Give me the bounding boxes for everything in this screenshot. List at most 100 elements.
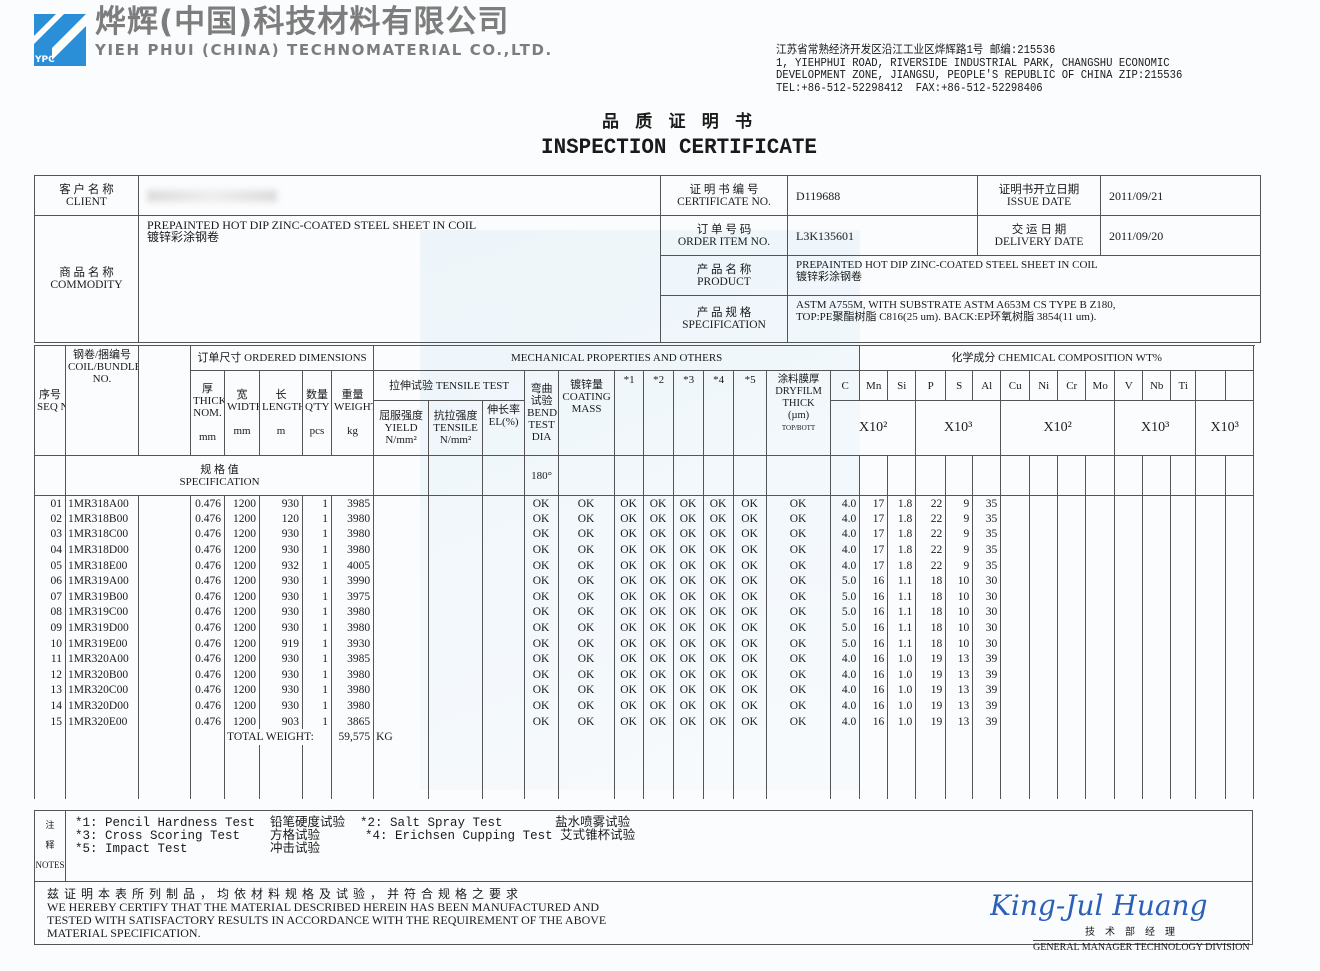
- data-cell: 3985: [330, 651, 375, 668]
- cell: [1114, 729, 1144, 745]
- cell: [1114, 651, 1144, 668]
- table-row: 02 1MR318B00 0.476 1200 120 1 3980 OK OK OK OK OK OK…: [34, 511, 1255, 527]
- data-cell: 1: [302, 682, 332, 699]
- cell: [733, 745, 768, 799]
- spec-cell: [830, 455, 861, 496]
- data-cell: OK: [673, 589, 705, 605]
- data-cell: 1200: [224, 620, 260, 636]
- cell: [138, 557, 191, 574]
- data-cell: 930: [259, 698, 303, 714]
- svg-text:King-Jul Huang: King-Jul Huang: [990, 889, 1208, 922]
- cell: [1142, 682, 1172, 699]
- cell: [1000, 635, 1031, 652]
- data-cell: OK: [524, 573, 560, 590]
- total-value: 59,575: [330, 729, 375, 745]
- cell: [190, 729, 225, 745]
- cell: [138, 542, 191, 558]
- cell: [1225, 495, 1255, 512]
- data-cell: OK: [614, 526, 645, 543]
- cert-no-label: 证 明 书 编 号 CERTIFICATE NO.: [660, 175, 788, 216]
- data-cell: 18: [915, 620, 947, 636]
- cell: [673, 729, 705, 745]
- data-cell: 1200: [224, 511, 260, 527]
- cell: [1142, 635, 1172, 652]
- cell: [1085, 495, 1116, 512]
- data-cell: 1: [302, 511, 332, 527]
- data-cell: 1200: [224, 589, 260, 605]
- table-row: 15 1MR320E00 0.476 1200 903 1 3865 OK OK OK OK OK OK…: [34, 713, 1255, 730]
- cell: [138, 635, 191, 652]
- commodity-value: PREPAINTED HOT DIP ZINC-COATED STEEL SHE…: [138, 215, 661, 343]
- spec-cell: [673, 455, 705, 496]
- data-cell: OK: [524, 682, 560, 699]
- data-cell: 22: [915, 542, 947, 558]
- data-cell: 930: [259, 542, 303, 558]
- test2-header: *2: [643, 370, 675, 456]
- data-cell: 19: [915, 667, 947, 683]
- data-cell: OK: [733, 589, 768, 605]
- spec-cell: [945, 455, 974, 496]
- cell: [1085, 589, 1116, 605]
- data-cell: 4.0: [830, 713, 861, 730]
- spec-cell: [614, 455, 645, 496]
- data-cell: 0.476: [190, 604, 225, 621]
- commodity-label: 商 品 名 称 COMMODITY: [34, 215, 139, 343]
- data-cell: 1.8: [887, 557, 917, 574]
- data-cell: OK: [643, 698, 675, 714]
- data-cell: 4.0: [830, 651, 861, 668]
- data-cell: 19: [915, 698, 947, 714]
- data-cell: 13: [945, 651, 974, 668]
- data-cell: 1.1: [887, 604, 917, 621]
- data-cell: OK: [703, 542, 735, 558]
- data-cell: OK: [614, 682, 645, 699]
- data-cell: OK: [614, 713, 645, 730]
- cell: [138, 682, 191, 699]
- data-cell: OK: [703, 604, 735, 621]
- cell: [428, 604, 484, 621]
- data-cell: OK: [524, 651, 560, 668]
- data-cell: 5.0: [830, 573, 861, 590]
- data-cell: 1200: [224, 557, 260, 574]
- cell: [1057, 557, 1087, 574]
- data-cell: 30: [972, 589, 1002, 605]
- data-cell: OK: [614, 511, 645, 527]
- cell: [1085, 698, 1116, 714]
- spec-cell: [1225, 455, 1255, 496]
- total-unit: KG: [373, 729, 430, 745]
- data-cell: OK: [558, 620, 616, 636]
- cell: [1195, 745, 1227, 799]
- data-cell: OK: [643, 542, 675, 558]
- table-row: 01 1MR318A00 0.476 1200 930 1 3985 OK OK OK OK OK OK…: [34, 495, 1255, 512]
- cell: [1000, 542, 1031, 558]
- data-cell: 22: [915, 557, 947, 574]
- table-row: 13 1MR320C00 0.476 1200 930 1 3980 OK OK OK OK OK OK…: [34, 682, 1255, 699]
- data-cell: 3985: [330, 495, 375, 512]
- data-cell: 3980: [330, 526, 375, 543]
- data-cell: 1MR318C00: [65, 526, 139, 543]
- data-cell: 16: [859, 667, 889, 683]
- data-cell: 1: [302, 526, 332, 543]
- element-header: S: [945, 370, 974, 401]
- data-cell: OK: [643, 526, 675, 543]
- multiplier-header: X10²: [830, 400, 917, 456]
- cell: [1195, 511, 1227, 527]
- cell: [1085, 635, 1116, 652]
- data-cell: 4005: [330, 557, 375, 574]
- data-cell: 0.476: [190, 635, 225, 652]
- data-cell: 1.0: [887, 698, 917, 714]
- cell: [138, 573, 191, 590]
- table-row: 05 1MR318E00 0.476 1200 932 1 4005 OK OK OK OK OK OK…: [34, 557, 1255, 574]
- data-cell: 13: [945, 698, 974, 714]
- data-cell: 16: [859, 573, 889, 590]
- cell: [1195, 557, 1227, 574]
- cell: [138, 495, 191, 512]
- cell: [1057, 589, 1087, 605]
- cell: [1114, 495, 1144, 512]
- element-header: V: [1114, 370, 1144, 401]
- data-cell: OK: [766, 557, 832, 574]
- data-cell: 0.476: [190, 557, 225, 574]
- data-cell: 07: [34, 589, 66, 605]
- cell: [1142, 495, 1172, 512]
- cell: [1057, 698, 1087, 714]
- data-cell: OK: [673, 620, 705, 636]
